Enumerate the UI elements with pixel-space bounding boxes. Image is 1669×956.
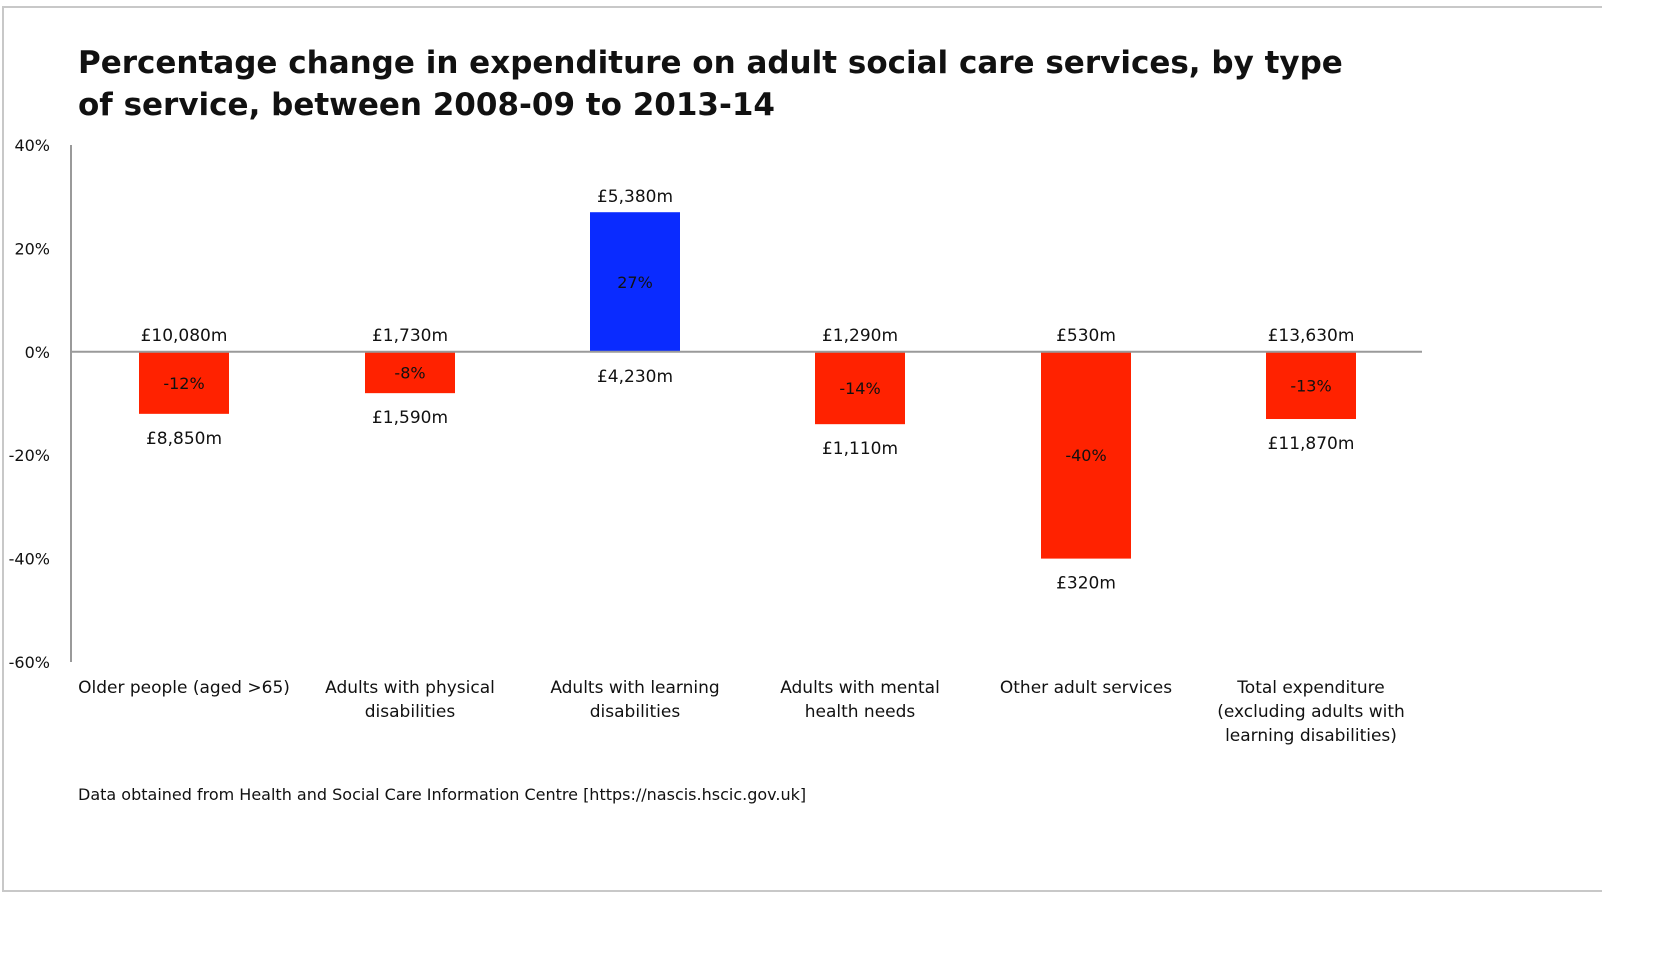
- category-label: Other adult services: [1000, 678, 1172, 698]
- y-tick-label: -60%: [9, 653, 50, 672]
- expenditure-2008-09-label: £1,290m: [822, 326, 898, 346]
- category-label: Adults with mental: [780, 678, 940, 698]
- chart-frame: [2, 6, 1602, 892]
- expenditure-2013-14-label: £1,110m: [822, 439, 898, 459]
- data-label: -13%: [1290, 376, 1331, 395]
- y-tick-label: -40%: [9, 550, 50, 569]
- expenditure-2008-09-label: £13,630m: [1268, 326, 1355, 346]
- category-label: disabilities: [590, 702, 681, 722]
- chart-title: Percentage change in expenditure on adul…: [78, 45, 1343, 123]
- bar: [1266, 351, 1356, 420]
- category-label: health needs: [805, 702, 916, 722]
- category-label: Adults with learning: [550, 678, 719, 698]
- bar: [139, 351, 229, 414]
- category-label: disabilities: [365, 702, 456, 722]
- expenditure-2013-14-label: £5,380m: [597, 187, 673, 207]
- expenditure-2008-09-label: £4,230m: [597, 367, 673, 387]
- y-tick-label: -20%: [9, 446, 50, 465]
- bar: [590, 212, 680, 352]
- data-label: -14%: [839, 379, 880, 398]
- expenditure-2013-14-label: £11,870m: [1268, 434, 1355, 454]
- category-label: Adults with physical: [325, 678, 495, 698]
- bar: [365, 351, 455, 394]
- y-tick-label: 40%: [14, 136, 50, 155]
- expenditure-2013-14-label: £1,590m: [372, 408, 448, 428]
- data-label: -8%: [394, 363, 425, 382]
- data-label: -40%: [1065, 446, 1106, 465]
- expenditure-2008-09-label: £530m: [1056, 326, 1116, 346]
- y-tick-label: 20%: [14, 239, 50, 258]
- expenditure-2013-14-label: £8,850m: [146, 429, 222, 449]
- category-label: Older people (aged >65): [78, 678, 290, 698]
- category-label: Total expenditure: [1236, 678, 1384, 698]
- category-label: learning disabilities): [1225, 726, 1397, 746]
- category-label: (excluding adults with: [1217, 702, 1405, 722]
- bar: [1041, 351, 1131, 559]
- expenditure-2008-09-label: £1,730m: [372, 326, 448, 346]
- data-label: -12%: [163, 374, 204, 393]
- expenditure-2013-14-label: £320m: [1056, 574, 1116, 594]
- bar: [815, 351, 905, 425]
- y-tick-label: 0%: [25, 343, 50, 362]
- source-note: Data obtained from Health and Social Car…: [78, 785, 807, 804]
- data-label: 27%: [617, 273, 653, 292]
- expenditure-2008-09-label: £10,080m: [141, 326, 228, 346]
